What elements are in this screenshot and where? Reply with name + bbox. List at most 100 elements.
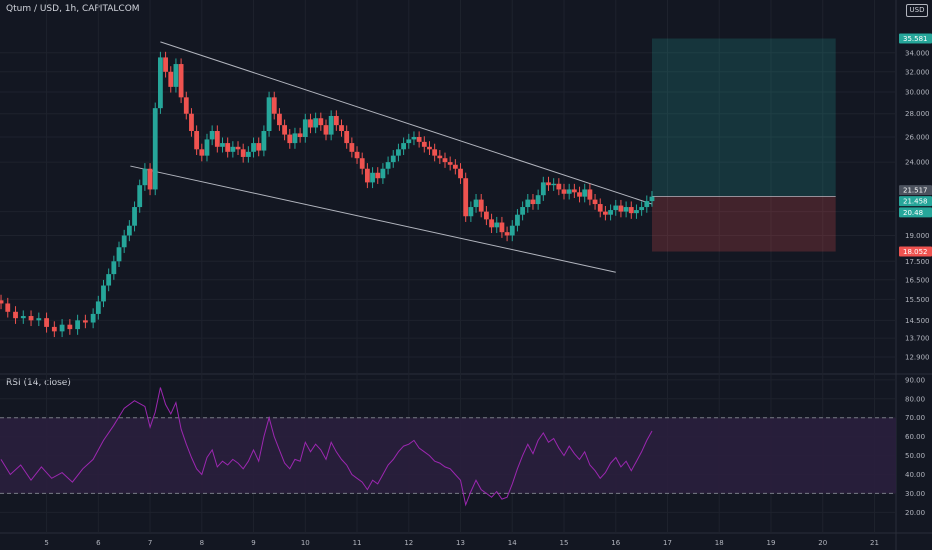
candle-body xyxy=(75,320,81,330)
candle-body xyxy=(5,303,11,312)
candle-body xyxy=(447,162,453,165)
candle-body xyxy=(209,131,215,140)
candle-body xyxy=(452,164,458,169)
candle-body xyxy=(339,125,344,132)
x-tick-label: 17 xyxy=(663,539,672,547)
candle-body xyxy=(142,168,148,186)
trendlines[interactable] xyxy=(130,41,653,273)
candle-body xyxy=(535,195,541,205)
candle-body xyxy=(504,232,510,236)
target-price-marker: 35.581 xyxy=(903,35,928,43)
price-tick-label: 12.900 xyxy=(905,354,930,362)
candle-body xyxy=(318,118,324,126)
candle-body xyxy=(308,119,313,128)
x-tick-label: 18 xyxy=(715,539,724,547)
candle-body xyxy=(287,134,293,144)
candle-body xyxy=(152,108,158,190)
price-markers: 35.581 21.517 21.458 20.48 18.052 xyxy=(899,33,932,257)
candle-body xyxy=(95,301,101,314)
candle-body xyxy=(499,222,505,233)
candle-body xyxy=(90,313,96,323)
candle-body xyxy=(282,125,287,135)
candle-body xyxy=(245,151,251,157)
x-tick-label: 8 xyxy=(200,539,204,547)
stop-price-marker-bg xyxy=(899,246,932,257)
price-tick-label: 14.500 xyxy=(905,317,930,325)
candle-body xyxy=(530,199,536,205)
price-tick-label: 15.500 xyxy=(905,296,930,304)
rsi-band-fill xyxy=(0,417,896,494)
candle-body xyxy=(597,204,603,212)
x-tick-label: 12 xyxy=(404,539,413,547)
axes: 5 6 7 8 9 10 11 12 13 14 15 16 17 18 19 20 21 34.000 32.00… xyxy=(44,49,929,547)
long-position-tool[interactable] xyxy=(651,38,836,252)
candle-body xyxy=(328,115,334,135)
candle-body xyxy=(116,247,122,262)
candle-body xyxy=(147,168,153,190)
trendline[interactable] xyxy=(130,165,616,273)
candle-body xyxy=(520,207,526,215)
candle-body xyxy=(401,143,407,150)
candle-body xyxy=(173,64,179,87)
candle-body xyxy=(571,189,577,193)
position-stop-zone[interactable] xyxy=(651,196,836,252)
candle-body xyxy=(364,168,370,183)
price-tick-label: 13.700 xyxy=(905,335,930,343)
x-tick-label: 6 xyxy=(96,539,101,547)
candle-body xyxy=(297,133,303,137)
currency-selector[interactable]: USD xyxy=(906,4,928,17)
candle-body xyxy=(483,211,489,220)
candle-body xyxy=(101,285,106,302)
candle-body xyxy=(251,143,256,152)
candle-body xyxy=(416,136,422,142)
x-tick-label: 21 xyxy=(870,539,879,547)
x-tick-label: 14 xyxy=(508,539,517,547)
candle-body xyxy=(458,168,463,179)
rsi-tick-label: 60.00 xyxy=(905,433,925,441)
rsi-indicator-title[interactable]: RSI (14, close) xyxy=(6,378,71,388)
candle-body xyxy=(551,183,557,186)
candle-body xyxy=(344,131,350,144)
rsi-panel xyxy=(0,387,896,507)
candle-body xyxy=(158,57,163,109)
candle-body xyxy=(618,205,624,212)
candle-body xyxy=(644,201,650,208)
candle-body xyxy=(194,131,200,150)
candle-body xyxy=(28,316,34,321)
candle-body xyxy=(313,118,319,128)
candle-body xyxy=(582,189,588,197)
candle-body xyxy=(271,97,277,114)
candle-body xyxy=(390,155,396,163)
candle-body xyxy=(168,71,174,87)
price-tick-label: 24.000 xyxy=(905,159,930,167)
candle-body xyxy=(82,320,88,323)
candle-body xyxy=(546,182,551,186)
candle-body xyxy=(220,143,225,147)
candle-body xyxy=(230,146,236,152)
candle-body xyxy=(432,149,438,156)
candle-body xyxy=(126,225,132,236)
current-price-marker-bg xyxy=(899,185,932,196)
candle-body xyxy=(204,139,210,156)
candle-body xyxy=(603,211,608,215)
candle-body xyxy=(515,214,520,226)
candle-body xyxy=(577,192,582,197)
candle-body xyxy=(561,189,567,194)
candle-body xyxy=(36,318,42,321)
position-target-zone[interactable] xyxy=(651,38,836,197)
rsi-tick-label: 40.00 xyxy=(905,471,925,479)
candle-body xyxy=(437,155,443,159)
price-tick-label: 30.000 xyxy=(905,89,930,97)
candle-body xyxy=(406,139,412,144)
x-tick-label: 5 xyxy=(44,539,48,547)
x-tick-label: 11 xyxy=(353,539,362,547)
x-tick-label: 9 xyxy=(251,539,255,547)
candle-body xyxy=(106,274,112,286)
price-tick-label: 17.500 xyxy=(905,258,930,266)
trendline[interactable] xyxy=(160,41,653,205)
candle-body xyxy=(292,133,298,144)
rsi-line xyxy=(0,387,653,507)
candle-body xyxy=(608,210,613,215)
candle-body xyxy=(20,316,26,319)
